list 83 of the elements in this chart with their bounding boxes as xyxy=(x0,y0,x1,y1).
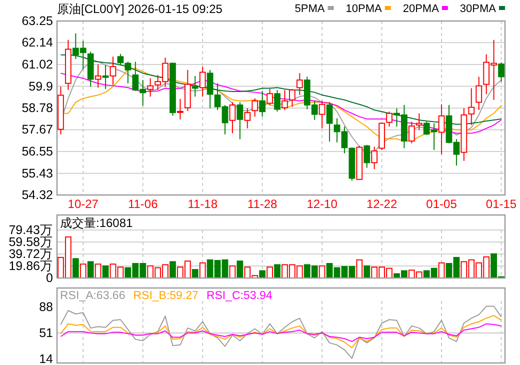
y-tick-label: 39.72万 xyxy=(8,246,53,261)
y-tick-label: 56.55 xyxy=(22,144,54,159)
candlestick xyxy=(184,69,191,112)
annotation: 成交量:16081 xyxy=(60,216,134,230)
candlestick xyxy=(252,98,258,118)
bar xyxy=(72,258,79,278)
bar xyxy=(318,265,326,278)
y-tick-label: 54.32 xyxy=(22,188,54,202)
bar xyxy=(266,266,273,278)
candlestick xyxy=(289,88,296,108)
candlestick xyxy=(386,111,392,128)
candlestick xyxy=(117,53,124,66)
y-tick-label: 62.14 xyxy=(22,36,54,50)
bar xyxy=(356,259,363,278)
x-tick-label: 10-27 xyxy=(68,197,99,211)
chart-title: 原油[CL00Y] 2026-01-15 09:25 xyxy=(57,2,223,16)
bar xyxy=(259,270,266,278)
y-tick-label: 59.9 xyxy=(28,79,54,94)
bar xyxy=(236,260,244,278)
y-tick-label: 51 xyxy=(39,326,54,340)
x-tick-label: 01-15 xyxy=(486,197,517,211)
candlestick xyxy=(124,61,132,84)
x-tick-label: 12-22 xyxy=(366,197,398,211)
x-tick-label: 01-05 xyxy=(426,197,458,211)
candlestick xyxy=(94,64,102,88)
candlestick xyxy=(468,88,475,126)
line-series xyxy=(60,306,502,359)
text: RSI_B:59.27 xyxy=(133,290,198,302)
y-tick-label: 14 xyxy=(39,352,54,365)
y-tick-label: 59.58万 xyxy=(8,234,53,249)
candlestick xyxy=(326,102,333,142)
y-tick-label: 61.02 xyxy=(22,57,54,72)
legend-label: 10PMA xyxy=(346,3,382,15)
candlestick xyxy=(282,89,288,111)
text: RSI_C:53.94 xyxy=(206,290,273,302)
legend-label: 5PMA xyxy=(294,3,326,15)
candlestick xyxy=(266,88,273,106)
legend-label: 30PMA xyxy=(460,3,497,15)
candlestick xyxy=(498,62,504,82)
y-tick-label: 79.43万 xyxy=(8,223,53,237)
y-tick-label: 88 xyxy=(39,300,54,314)
y-tick-label: 63.25 xyxy=(22,14,54,28)
candlestick xyxy=(110,56,116,86)
candlestick xyxy=(438,104,445,155)
candlestick xyxy=(236,102,244,140)
candlestick xyxy=(102,64,109,90)
candlestick xyxy=(364,144,370,168)
bar xyxy=(170,261,176,278)
x-tick-label: 11-06 xyxy=(128,197,158,211)
candlestick xyxy=(177,98,184,120)
line-series xyxy=(60,314,502,348)
candlestick xyxy=(199,66,206,98)
candlestick xyxy=(408,121,415,144)
y-tick-label: 19.86万 xyxy=(8,259,53,273)
candlestick xyxy=(147,78,154,98)
x-tick-label: 11-28 xyxy=(247,197,278,211)
y-tick-label: 55.43 xyxy=(22,166,54,180)
bar xyxy=(94,264,102,278)
line-series xyxy=(60,72,502,134)
candlestick xyxy=(318,100,326,129)
x-tick-label: 12-10 xyxy=(306,197,338,211)
y-tick-label: 0 xyxy=(46,271,54,285)
bar xyxy=(80,264,86,278)
bar xyxy=(364,265,370,278)
y-tick-label: 58.78 xyxy=(22,101,54,116)
legend-label: 20PMA xyxy=(402,3,440,15)
bar xyxy=(192,269,198,278)
candlestick xyxy=(296,72,303,96)
candlestick xyxy=(274,89,280,112)
series-label: RSI_A:63.66 xyxy=(60,290,126,302)
bar xyxy=(87,261,94,278)
bar xyxy=(199,262,206,278)
y-tick-label: 57.67 xyxy=(22,122,54,137)
x-tick-label: 11-18 xyxy=(188,197,218,211)
candlestick xyxy=(244,108,251,129)
candlestick xyxy=(476,76,482,111)
line-series xyxy=(60,323,502,342)
candlestick xyxy=(192,75,198,98)
candlestick xyxy=(259,90,266,118)
candlestick xyxy=(416,112,422,130)
bar xyxy=(274,264,280,278)
candlestick xyxy=(229,102,236,134)
candlestick xyxy=(371,146,378,170)
